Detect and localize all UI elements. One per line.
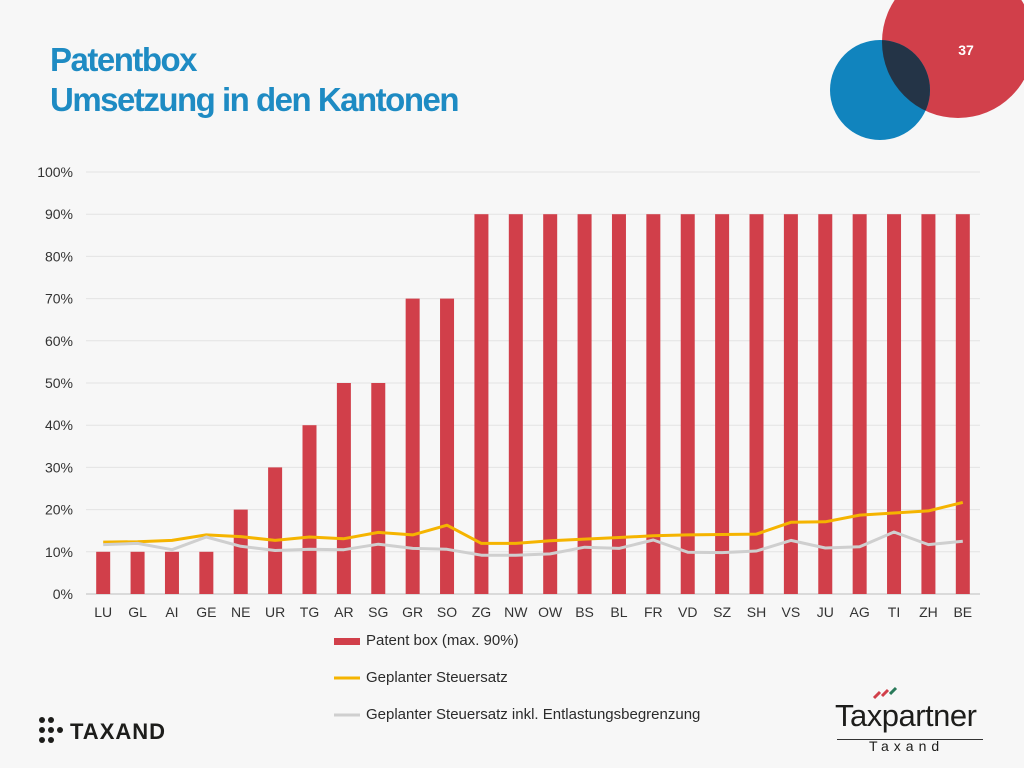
x-tick-label: TG (300, 604, 319, 620)
legend-swatch-tax-line (334, 676, 360, 680)
y-tick-label: 40% (45, 417, 73, 433)
bar (130, 551, 145, 594)
taxand-logo-icon (39, 717, 63, 743)
x-tick-label: JU (817, 604, 834, 620)
title-line-2: Umsetzung in den Kantonen (50, 81, 460, 118)
legend-label-relief-rate: Geplanter Steuersatz inkl. Entlastungsbe… (366, 706, 701, 723)
x-tick-label: GL (128, 604, 147, 620)
taxpartner-mark-icon (872, 686, 898, 700)
series-line-relief-rate (103, 530, 963, 557)
bar (474, 214, 489, 594)
taxpartner-logo-text: Taxpartner (835, 698, 977, 733)
decorative-circles (830, 0, 1024, 140)
x-tick-label: UR (265, 604, 285, 620)
bar (749, 214, 764, 594)
y-tick-label: 100% (37, 164, 73, 180)
bar (921, 214, 936, 594)
taxand-logo-text: TAXAND (70, 719, 167, 744)
x-tick-label: GR (402, 604, 423, 620)
x-tick-label: SZ (713, 604, 731, 620)
x-tick-label: GE (196, 604, 216, 620)
bar (233, 509, 248, 594)
bar (715, 214, 730, 594)
y-tick-label: 20% (45, 502, 73, 518)
x-tick-label: BL (610, 604, 627, 620)
x-tick-label: BS (575, 604, 594, 620)
bar (955, 214, 970, 594)
x-tick-label: BE (953, 604, 972, 620)
bar (783, 214, 798, 594)
bar (268, 467, 283, 594)
x-tick-label: AI (165, 604, 178, 620)
taxpartner-divider (837, 739, 983, 740)
bar (440, 298, 455, 594)
bar (302, 425, 317, 594)
bar (887, 214, 902, 594)
y-tick-label: 90% (45, 206, 73, 222)
x-tick-label: ZG (472, 604, 491, 620)
bar (646, 214, 661, 594)
bar (164, 551, 179, 594)
x-tick-label: FR (644, 604, 663, 620)
bar (611, 214, 626, 594)
bar (371, 383, 386, 594)
x-tick-label: AR (334, 604, 353, 620)
bar (818, 214, 833, 594)
legend-swatch-relief-line (334, 713, 360, 717)
bar (680, 214, 695, 594)
y-tick-label: 50% (45, 375, 73, 391)
series-line-tax-rate (103, 500, 964, 545)
legend-swatch-bars (334, 638, 360, 645)
x-tick-label: AG (850, 604, 870, 620)
bar (543, 214, 558, 594)
x-tick-label: SO (437, 604, 457, 620)
y-tick-label: 10% (45, 544, 73, 560)
bar (96, 551, 111, 594)
bar (336, 383, 351, 594)
x-tick-label: ZH (919, 604, 938, 620)
bar (852, 214, 867, 594)
x-tick-label: NW (504, 604, 528, 620)
legend-label-tax-rate: Geplanter Steuersatz (366, 669, 508, 686)
taxpartner-logo-subtext: Taxand (869, 738, 945, 754)
x-tick-label: TI (888, 604, 900, 620)
x-tick-label: VS (782, 604, 801, 620)
x-tick-label: VD (678, 604, 697, 620)
x-tick-label: LU (94, 604, 112, 620)
x-tick-label: OW (538, 604, 563, 620)
taxpartner-logo: Taxpartner Taxand (835, 686, 990, 756)
x-tick-label: NE (231, 604, 250, 620)
y-tick-label: 70% (45, 291, 73, 307)
page-title: Patentbox Umsetzung in den Kantonen (50, 40, 460, 120)
bar (508, 214, 523, 594)
y-tick-label: 0% (53, 586, 73, 602)
title-line-1: Patentbox (50, 41, 198, 78)
circle-overlap (882, 40, 930, 118)
y-tick-label: 30% (45, 459, 73, 475)
x-tick-label: SH (747, 604, 766, 620)
bar (405, 298, 420, 594)
y-tick-label: 80% (45, 248, 73, 264)
bar (199, 551, 214, 594)
slide-number: 37 (958, 42, 974, 58)
legend-label-patent-box: Patent box (max. 90%) (366, 632, 519, 649)
x-tick-label: SG (368, 604, 388, 620)
bar (577, 214, 592, 594)
chart: 0% 10% 20% 30% 40% 50% 60% 70% 80% 90% 100% LU GL AI G… (37, 164, 980, 620)
y-tick-label: 60% (45, 333, 73, 349)
